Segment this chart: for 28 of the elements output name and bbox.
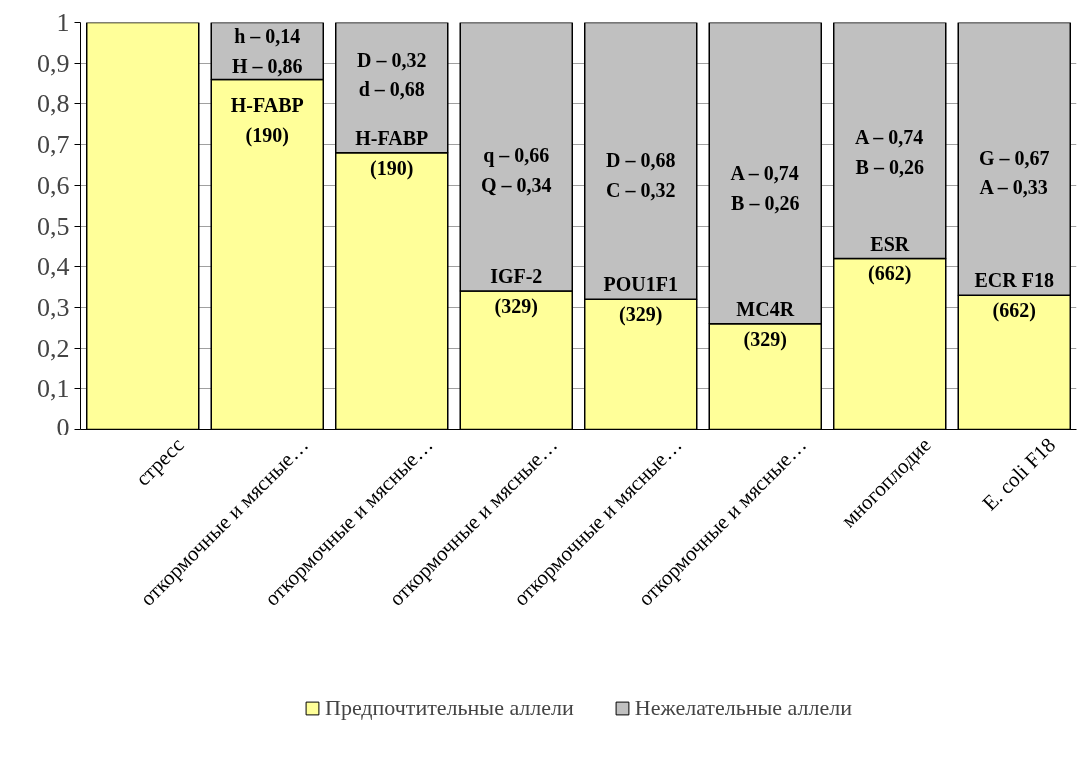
y-tick-label: 0,7	[37, 130, 70, 160]
y-tick-label: 0,8	[37, 89, 70, 119]
annotation: D – 0,32 d – 0,68	[357, 48, 427, 101]
annotation: A – 0,74 B – 0,26	[855, 126, 924, 179]
annotation: ESR (662)	[868, 232, 912, 286]
annotation: IGF-2 (329)	[490, 265, 543, 318]
legend-label: Предпочтительные аллели	[324, 695, 574, 721]
y-tick-label: 0,5	[37, 211, 70, 241]
annotation: H-FABP (190)	[355, 126, 429, 180]
y-tick-label: 0,6	[37, 170, 70, 200]
legend-label: Нежелательные аллели	[634, 695, 853, 721]
annotation: POU1F1 (329)	[603, 273, 678, 327]
annotation: G – 0,67 A – 0,33	[978, 146, 1050, 199]
y-tick-label: 0	[56, 412, 70, 442]
y-tick-label: 0,3	[37, 292, 70, 322]
annotation: H-FABP (190)	[230, 94, 304, 148]
annotation: D – 0,68 C – 0,32	[606, 148, 676, 201]
y-tick-label: 0,4	[37, 252, 70, 282]
annotation: h – 0,14 H – 0,86	[231, 25, 303, 77]
x-tick-label: E. coli F18	[977, 432, 1061, 516]
annotation: A – 0,74 B – 0,26	[730, 162, 800, 214]
y-tick-label: 0,9	[37, 48, 70, 78]
y-tick-label: 0,1	[37, 374, 70, 404]
annotation: ECR F18 (662)	[974, 269, 1054, 323]
annotation: q – 0,66 Q – 0,34	[480, 144, 552, 197]
annotation: MC4R (329)	[736, 297, 795, 351]
y-tick-label: 0,2	[37, 333, 70, 363]
y-tick-label: 1	[56, 8, 70, 37]
